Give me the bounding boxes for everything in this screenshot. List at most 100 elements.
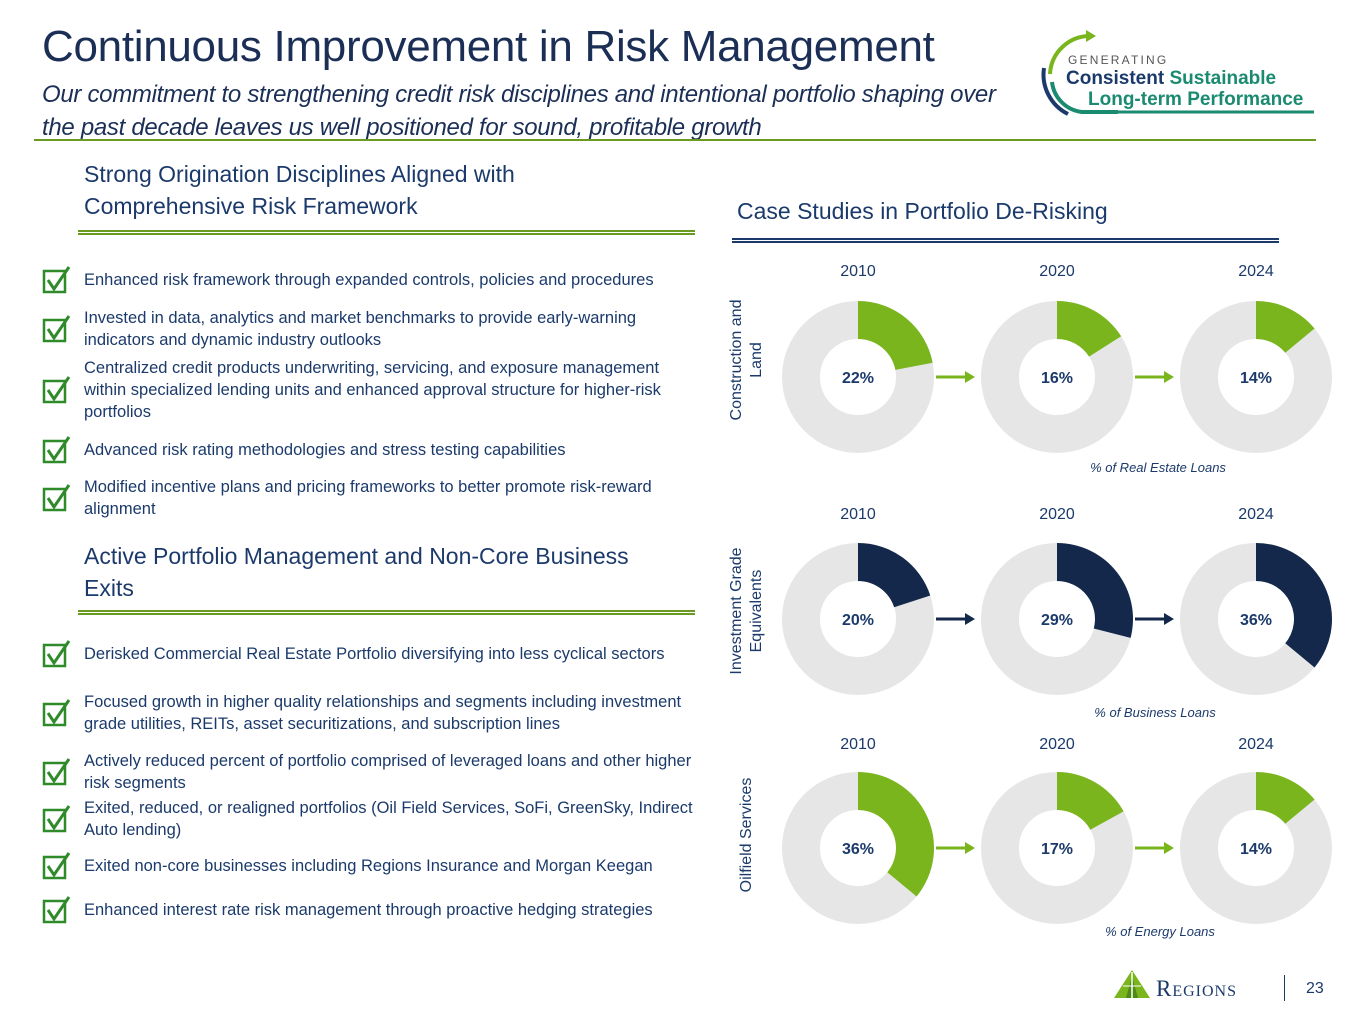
checklist-item: Derisked Commercial Real Estate Portfoli… (42, 632, 702, 676)
checkbox-checked-icon (42, 375, 72, 405)
year-label: 2020 (1039, 506, 1075, 523)
checklist-item-text: Enhanced risk framework through expanded… (84, 271, 654, 289)
donut-value-label: 14% (1240, 370, 1272, 387)
year-label: 2010 (840, 506, 876, 523)
donut-slice (858, 543, 931, 608)
year-label: 2024 (1238, 736, 1274, 753)
donut-chart: 14% (1180, 301, 1332, 453)
donut-slice (858, 772, 934, 897)
checklist-item-text: Enhanced interest rate risk management t… (84, 901, 653, 919)
chart-unit-note: % of Energy Loans (1105, 924, 1215, 939)
donut-slice (1057, 543, 1133, 638)
circular-arrow-icon (1041, 30, 1118, 116)
checkbox-checked-icon (42, 314, 72, 344)
footer-separator (1284, 975, 1285, 1001)
page-subtitle: Our commitment to strengthening credit r… (42, 81, 996, 141)
case-studies-divider (732, 238, 1279, 243)
checklist-item-text: Derisked Commercial Real Estate Portfoli… (84, 645, 665, 663)
checklist-item-text: Centralized credit products underwriting… (84, 359, 661, 421)
donut-value-label: 29% (1041, 612, 1073, 629)
donut-value-label: 22% (842, 370, 874, 387)
row-label: Investment Grade Equivalents (728, 547, 765, 675)
donut-chart: 14% (1180, 772, 1332, 924)
year-label: 2010 (840, 736, 876, 753)
checkbox-checked-icon (42, 851, 72, 881)
trend-arrow-icon (936, 842, 975, 854)
badge-generating: GENERATING (1068, 53, 1169, 67)
year-label: 2010 (840, 263, 876, 280)
trend-arrow-icon (1135, 842, 1174, 854)
checklist-item: Modified incentive plans and pricing fra… (42, 476, 702, 520)
donut-slice (1057, 772, 1124, 830)
checkbox-checked-icon (42, 483, 72, 513)
section2-divider (78, 610, 695, 615)
donut-slice (1256, 301, 1315, 353)
case-studies-title: Case Studies in Portfolio De-Risking (737, 198, 1108, 224)
checklist-item-text: Focused growth in higher quality relatio… (84, 693, 682, 733)
badge-long-term: Long-term Performance (1088, 89, 1304, 110)
trend-arrow-icon (936, 371, 975, 383)
badge-consistent: Consistent (1066, 68, 1165, 89)
checklist-item: Exited, reduced, or realigned portfolios… (42, 797, 702, 841)
badge-sustainable: Sustainable (1169, 68, 1277, 89)
row-label: Oilfield Services (738, 777, 755, 893)
header-divider (34, 139, 1316, 141)
donut-slice (858, 301, 933, 370)
year-label: 2020 (1039, 736, 1075, 753)
checklist-item: Advanced risk rating methodologies and s… (42, 436, 702, 464)
donut-value-label: 14% (1240, 841, 1272, 858)
badge-consistent-sustainable: Consistent Sustainable (1066, 68, 1276, 90)
checkbox-checked-icon (42, 639, 72, 669)
checklist-item-text: Advanced risk rating methodologies and s… (84, 441, 566, 459)
checklist-item: Enhanced interest rate risk management t… (42, 888, 702, 932)
checklist-item: Centralized credit products underwriting… (42, 357, 702, 423)
donut-slice (1256, 543, 1332, 668)
checkbox-checked-icon (42, 895, 72, 925)
checkbox-checked-icon (42, 804, 72, 834)
donut-slice (1256, 772, 1315, 824)
trend-arrow-icon (1135, 613, 1174, 625)
donut-slice (1057, 301, 1122, 357)
checkbox-checked-icon (42, 265, 72, 295)
donut-chart: 29% (981, 543, 1133, 695)
donut-chart: 36% (1180, 543, 1332, 695)
trend-arrow-icon (1135, 371, 1174, 383)
checkbox-checked-icon (42, 698, 72, 728)
checkbox-checked-icon (42, 435, 72, 465)
checklist-item-text: Exited, reduced, or realigned portfolios… (84, 799, 693, 839)
regions-triangle-icon (1114, 970, 1150, 998)
section2-title: Active Portfolio Management and Non-Core… (84, 543, 629, 601)
trend-arrow-icon (936, 613, 975, 625)
page-number: 23 (1306, 980, 1324, 997)
section1-divider (78, 230, 695, 235)
page-title: Continuous Improvement in Risk Managemen… (42, 22, 935, 71)
checklist-item: Exited non-core businesses including Reg… (42, 852, 702, 880)
regions-logo: Regions (1112, 968, 1282, 1008)
checklist-item: Actively reduced percent of portfolio co… (42, 750, 702, 794)
checklist-item-text: Modified incentive plans and pricing fra… (84, 478, 652, 518)
regions-wordmark: Regions (1156, 976, 1238, 1001)
checklist-item: Enhanced risk framework through expanded… (42, 258, 702, 302)
donut-value-label: 16% (1041, 370, 1073, 387)
donut-chart: 16% (981, 301, 1133, 453)
chart-unit-note: % of Real Estate Loans (1090, 460, 1226, 475)
checklist-item: Focused growth in higher quality relatio… (42, 680, 702, 746)
donut-value-label: 36% (1240, 612, 1272, 629)
donut-value-label: 17% (1041, 841, 1073, 858)
year-label: 2024 (1238, 263, 1274, 280)
donut-value-label: 36% (842, 841, 874, 858)
donut-chart: 17% (981, 772, 1133, 924)
badge-underline (1098, 110, 1314, 114)
checklist-item-text: Exited non-core businesses including Reg… (84, 857, 653, 875)
checklist-item-text: Actively reduced percent of portfolio co… (84, 752, 692, 792)
donut-value-label: 20% (842, 612, 874, 629)
row-label: Construction and Land (728, 299, 765, 421)
year-label: 2024 (1238, 506, 1274, 523)
chart-unit-note: % of Business Loans (1094, 705, 1216, 720)
donut-chart: 22% (782, 301, 934, 453)
checkbox-checked-icon (42, 757, 72, 787)
checklist-item: Invested in data, analytics and market b… (42, 307, 702, 351)
donut-chart: 36% (782, 772, 934, 924)
donut-chart: 20% (782, 543, 934, 695)
year-label: 2020 (1039, 263, 1075, 280)
